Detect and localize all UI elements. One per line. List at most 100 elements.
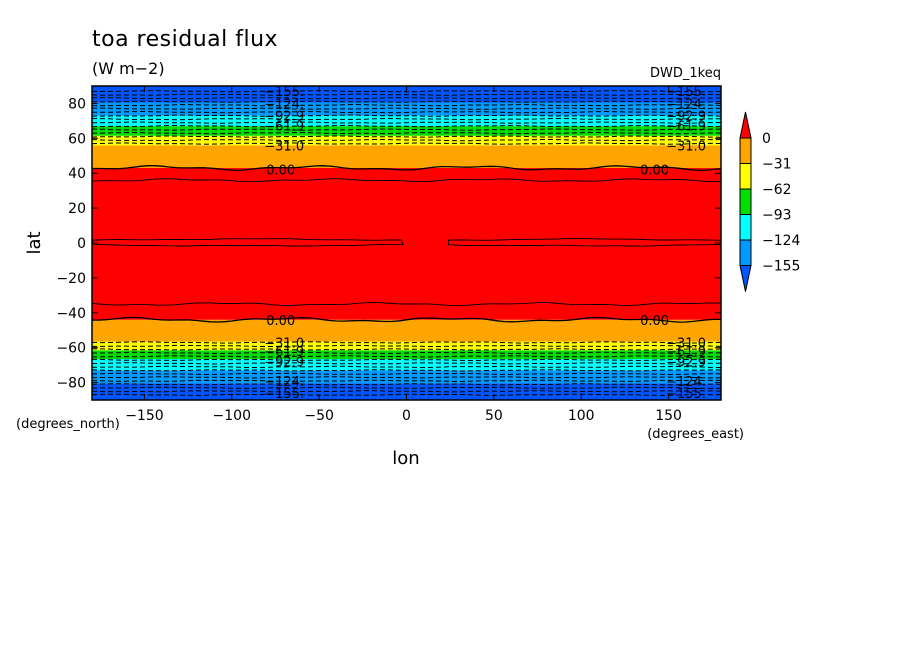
band-11: [92, 102, 721, 116]
contour-label-22: −124.: [666, 375, 706, 390]
band-5: [92, 319, 721, 342]
dashed-contour-20: [91, 355, 722, 358]
plot-area: −155.−124.−92.9−61.9−31.00.00−155.−124.−…: [91, 85, 722, 402]
dashed-contour-29: [91, 386, 722, 389]
dashed-contour-5: [91, 124, 722, 128]
x-axis-units: (degrees_east): [647, 427, 744, 442]
contour-label-14: −61.9: [264, 345, 304, 360]
contour-label-20: −61.9: [666, 345, 706, 360]
colorbar-label-2: −62: [762, 182, 792, 198]
dashed-contour-23: [91, 365, 722, 369]
x-tick-label-4: 50: [485, 408, 503, 424]
dashed-contour-14: [91, 93, 722, 96]
y-tick-label-5: 20: [68, 201, 86, 217]
contour-labels: −155.−124.−92.9−61.9−31.00.00−155.−124.−…: [264, 85, 706, 402]
colorbar: 0 −31 −62 −93 −124 −155: [739, 111, 801, 292]
contour-label-21: −92.9: [666, 356, 706, 371]
band-10: [92, 115, 721, 127]
dashed-contour-13: [91, 97, 722, 100]
contour-label-9: −61.9: [666, 119, 706, 134]
y-tick-label-0: −80: [56, 376, 86, 392]
x-tick-label-6: 150: [655, 408, 682, 424]
colorbar-segment-1: [739, 137, 752, 164]
dashed-contour-3: [91, 131, 721, 135]
y-axis-label: lat: [24, 231, 45, 254]
colorbar-segment-2: [739, 163, 752, 190]
colorbar-segment-6: [739, 265, 752, 292]
x-tick-label-0: −150: [125, 408, 163, 424]
y-tick-label-4: 0: [77, 236, 86, 252]
dashed-contour-27: [91, 379, 722, 383]
chart-title: toa residual flux: [92, 27, 278, 52]
solid-contour-3: [91, 302, 722, 307]
dashed-contour-2: [91, 135, 722, 138]
contour-label-1: −124.: [264, 97, 304, 112]
dashed-contour-8: [92, 114, 722, 117]
x-tick-label-5: 100: [568, 408, 595, 424]
dashed-contour-6: [92, 121, 722, 124]
dashed-contour-16: [91, 341, 722, 344]
band-2: [92, 359, 721, 371]
y-tick-label-7: 60: [68, 131, 86, 147]
contour-label-6: −155.: [666, 85, 706, 100]
band-9: [92, 126, 721, 136]
solid-contours: [91, 165, 722, 323]
band-6: [92, 167, 721, 320]
band-3: [92, 350, 721, 360]
dashed-contour-11: [91, 103, 722, 107]
dashed-contour-24: [91, 369, 721, 372]
dashed-contour-4: [91, 128, 722, 131]
contour-label-23: −155.: [666, 387, 706, 402]
colorbar-label-1: −31: [762, 157, 792, 173]
contour-label-12: 0.00: [266, 314, 295, 329]
colorbar-label-4: −124: [762, 233, 801, 249]
x-axis-label: lon: [392, 448, 419, 469]
y-tick-label-6: 40: [68, 166, 86, 182]
dashed-contour-1: [91, 139, 721, 142]
x-tick-label-1: −100: [213, 408, 251, 424]
x-tick-label-2: −50: [304, 408, 334, 424]
y-tick-label-3: −20: [56, 271, 86, 287]
contour-label-19: −31.0: [666, 336, 706, 351]
solid-contour-1: [92, 316, 721, 323]
contour-label-4: −31.0: [264, 139, 304, 154]
x-tick-label-3: 0: [402, 408, 411, 424]
contour-label-3: −61.9: [264, 119, 304, 134]
contour-label-10: −31.0: [666, 139, 706, 154]
dashed-contour-19: [92, 351, 722, 355]
solid-contour-2: [91, 178, 722, 183]
contour-label-18: 0.00: [640, 314, 669, 329]
band-1: [92, 370, 721, 384]
dashed-contour-17: [92, 344, 722, 347]
x-axis: −150 −100 −50 0 50 100 150: [125, 86, 682, 424]
dashed-contour-7: [91, 117, 722, 121]
contour-label-17: −155.: [264, 387, 304, 402]
dashed-contour-9: [92, 110, 722, 114]
solid-contour-0: [92, 165, 722, 171]
contour-label-7: −124.: [666, 97, 706, 112]
contour-label-2: −92.9: [264, 110, 304, 125]
dashed-contour-12: [91, 100, 722, 103]
contour-label-15: −92.9: [264, 356, 304, 371]
chart-units: (W m−2): [92, 59, 165, 78]
colorbar-segment-5: [739, 239, 752, 266]
dashed-contour-22: [91, 362, 721, 365]
y-tick-label-8: 80: [68, 96, 86, 112]
band-7: [92, 145, 721, 168]
dashed-contour-30: [91, 390, 722, 393]
equatorial-contour-west: [91, 238, 404, 247]
y-tick-label-2: −40: [56, 306, 86, 322]
contour-label-0: −155.: [264, 85, 304, 100]
contour-label-16: −124.: [264, 375, 304, 390]
dashed-contour-10: [91, 107, 722, 110]
colorbar-label-5: −155: [762, 259, 800, 275]
colorbar-label-0: 0: [762, 131, 771, 147]
colorbar-segment-4: [739, 214, 752, 241]
dashed-contour-21: [91, 358, 722, 362]
dashed-contour-25: [91, 372, 721, 376]
contour-label-8: −92.9: [666, 110, 706, 125]
dashed-contour-28: [91, 383, 722, 386]
colorbar-segment-0: [739, 111, 752, 139]
contour-label-11: 0.00: [640, 164, 669, 179]
